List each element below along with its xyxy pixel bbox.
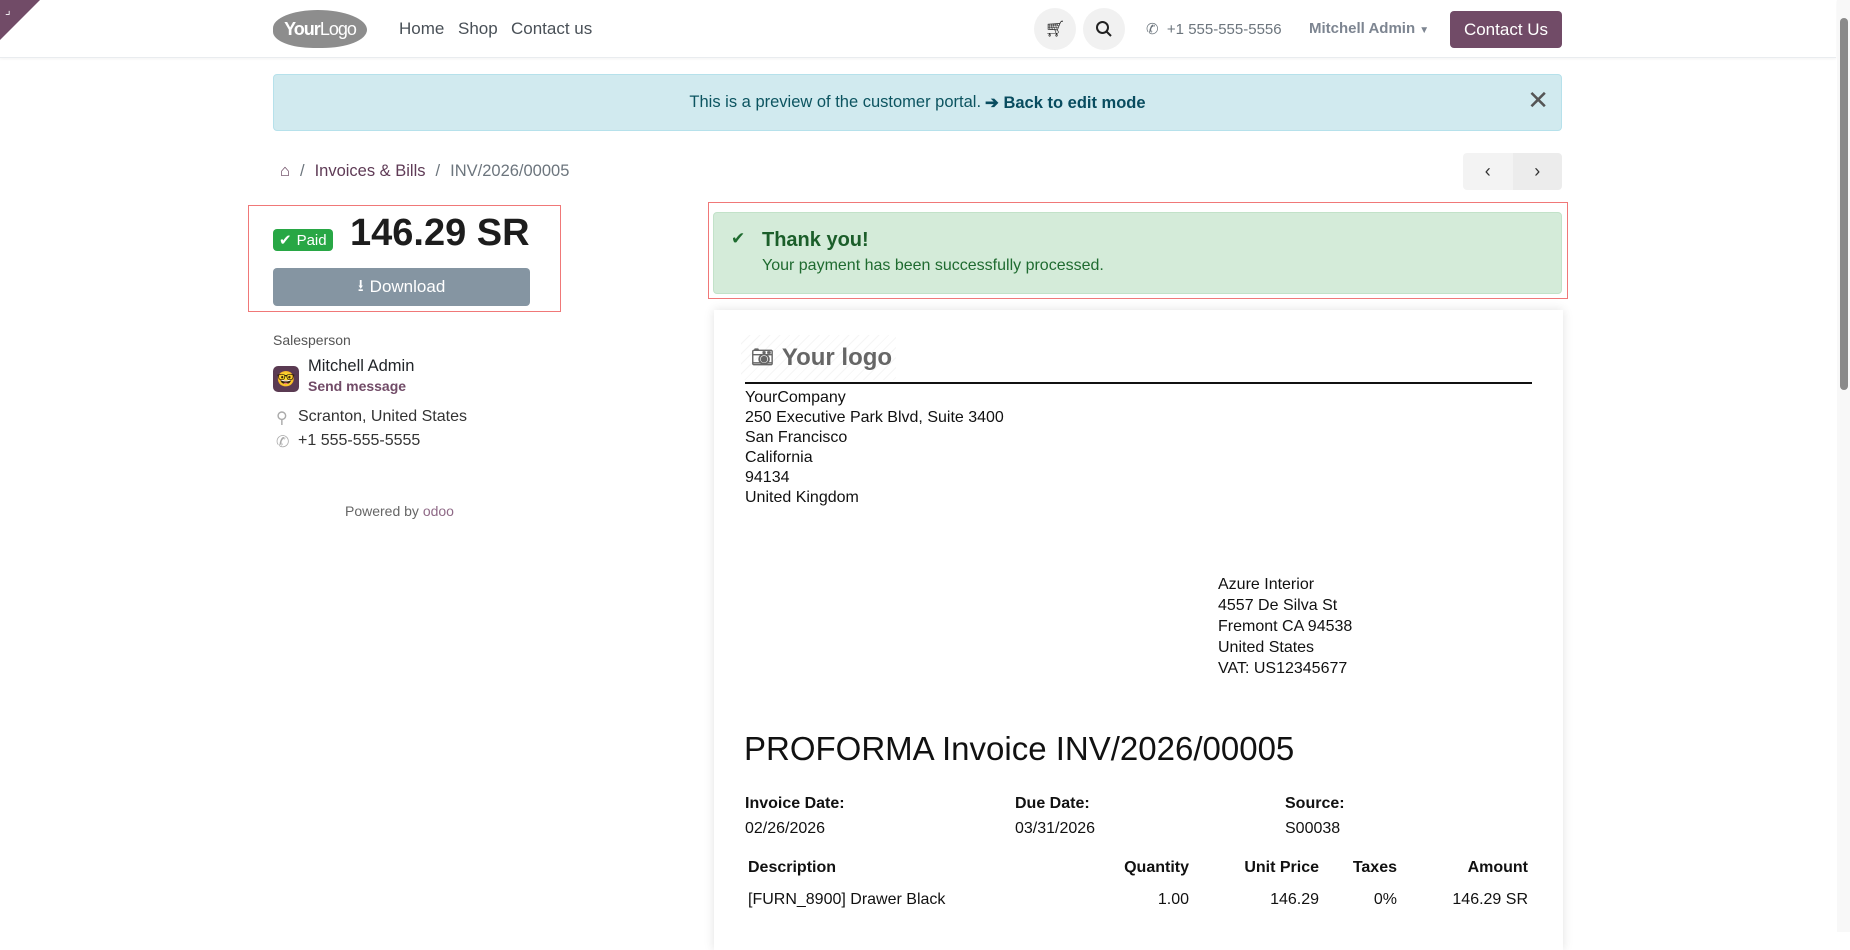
previous-button[interactable]: ‹	[1463, 153, 1513, 190]
company-address: YourCompany 250 Executive Park Blvd, Suit…	[745, 389, 1004, 506]
company-logo-placeholder[interactable]: 📷︎ Your logo	[741, 335, 896, 380]
due-date: Due Date: 03/31/2026	[1015, 795, 1096, 837]
nav-shop[interactable]: Shop	[458, 19, 498, 38]
send-message-link[interactable]: Send message	[308, 378, 407, 394]
avatar: 🤓	[273, 366, 299, 392]
source: Source: S00038	[1285, 795, 1345, 837]
download-icon: ⭳	[357, 275, 364, 295]
phone-text: +1 555-555-5556	[1166, 21, 1282, 38]
col-taxes: Taxes	[1352, 859, 1397, 876]
home-icon[interactable]: ⌂	[280, 162, 290, 180]
success-title: Thank you!	[762, 229, 869, 251]
cell-description: [FURN_8900] Drawer Black	[748, 891, 946, 908]
chevron-right-icon: ›	[1534, 161, 1541, 181]
salesperson-phone: ✆ +1 555-555-5555	[276, 432, 421, 451]
success-message: Your payment has been successfully proce…	[762, 257, 1104, 274]
close-icon[interactable]: ✕	[1527, 85, 1549, 115]
col-amount: Amount	[1467, 859, 1528, 876]
salesperson-name: Mitchell Admin	[308, 357, 415, 375]
powered-by: Powered by odoo	[345, 503, 454, 519]
highlight-box	[708, 202, 1568, 299]
search-icon	[1096, 21, 1112, 37]
invoice-date: Invoice Date: 02/26/2026	[745, 795, 845, 837]
check-icon: ✔	[731, 229, 746, 248]
success-alert: ✔ Thank you! Your payment has been succe…	[713, 212, 1562, 294]
navbar: ⌟ Your Logo Home Shop Contact us 🛒︎ ✆ +1 …	[0, 0, 1836, 58]
odoo-link: odoo	[422, 503, 454, 519]
user-menu[interactable]: Mitchell Admin ▼	[1309, 20, 1430, 37]
cell-quantity: 1.00	[1157, 891, 1189, 908]
alert-text: This is a preview of the customer portal…	[689, 93, 982, 111]
cart-button[interactable]: 🛒︎	[1034, 8, 1076, 50]
salesperson-label: Salesperson	[273, 332, 351, 348]
breadcrumb-invoices[interactable]: Invoices & Bills	[314, 162, 426, 180]
col-description: Description	[748, 859, 837, 876]
site-logo[interactable]: Your Logo	[273, 10, 367, 48]
cart-icon: 🛒︎	[1044, 21, 1066, 38]
next-button[interactable]: ›	[1512, 153, 1562, 190]
preview-alert: This is a preview of the customer portal…	[273, 74, 1562, 131]
header-divider	[745, 382, 1532, 384]
breadcrumb: ⌂ / Invoices & Bills / INV/2026/00005	[280, 162, 570, 180]
location: ⚲ Scranton, United States	[276, 408, 467, 427]
status-badge: ✔ Paid	[273, 229, 333, 251]
map-marker-icon: ⚲	[276, 410, 288, 427]
cell-unit-price: 146.29	[1270, 891, 1319, 908]
cell-amount: 146.29 SR	[1452, 891, 1528, 908]
back-to-edit-link[interactable]: ➔ Back to edit mode	[985, 93, 1146, 112]
scrollbar-thumb[interactable]	[1840, 18, 1848, 390]
search-button[interactable]	[1083, 8, 1125, 50]
cell-taxes: 0%	[1373, 891, 1397, 908]
header-phone[interactable]: ✆ +1 555-555-5556	[1146, 20, 1282, 38]
invoice-amount: 146.29 SR	[350, 212, 530, 254]
check-circle-icon: ✔	[279, 232, 292, 249]
camera-icon: 📷︎	[751, 347, 774, 367]
corner-arrow-icon: ⌟	[5, 3, 11, 17]
phone-icon: ✆	[1146, 21, 1159, 38]
breadcrumb-current: INV/2026/00005	[450, 162, 570, 180]
col-unit-price: Unit Price	[1244, 859, 1319, 876]
download-button[interactable]: ⭳ Download	[273, 268, 530, 306]
invoice-title: PROFORMA Invoice INV/2026/00005	[744, 730, 1295, 767]
nav-home[interactable]: Home	[399, 19, 445, 38]
phone-icon: ✆	[276, 434, 290, 451]
caret-down-icon: ▼	[1419, 25, 1430, 36]
chevron-left-icon: ‹	[1484, 161, 1491, 181]
pager: ‹ ›	[1463, 153, 1562, 190]
nav-contact[interactable]: Contact us	[511, 19, 593, 38]
invoice-document: 📷︎ Your logo YourCompany 250 Executive Par…	[714, 310, 1563, 950]
edit-corner-toggle[interactable]	[0, 0, 40, 40]
highlight-box	[248, 205, 561, 312]
customer-address: Azure Interior 4557 De Silva St Fremont CA…	[1218, 576, 1353, 677]
contact-us-button[interactable]: Contact Us	[1450, 11, 1562, 48]
col-quantity: Quantity	[1124, 859, 1189, 876]
